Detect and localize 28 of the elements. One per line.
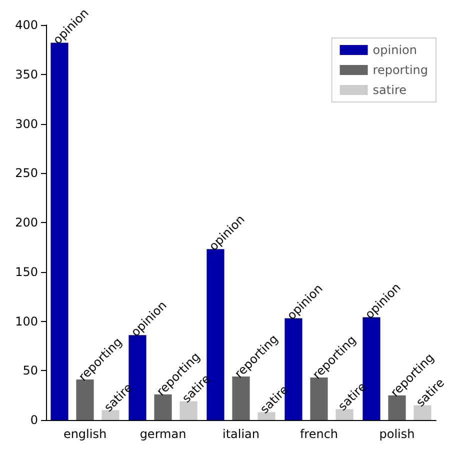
x-tick-label: german bbox=[140, 427, 186, 441]
y-tick-label: 150 bbox=[15, 264, 38, 279]
x-tick-label: french bbox=[300, 427, 338, 441]
legend-label: satire bbox=[372, 83, 406, 97]
y-tick-label: 200 bbox=[15, 216, 38, 230]
bar bbox=[310, 378, 328, 420]
legend-label: opinion bbox=[372, 43, 417, 57]
bar bbox=[154, 394, 172, 420]
bar bbox=[102, 410, 120, 420]
y-tick-label: 250 bbox=[15, 166, 38, 180]
bar bbox=[232, 376, 250, 420]
bar bbox=[258, 412, 276, 420]
bar bbox=[414, 405, 432, 420]
bar bbox=[180, 401, 198, 420]
x-tick-label: italian bbox=[222, 427, 260, 441]
y-tick-label: 0 bbox=[30, 413, 38, 427]
bar bbox=[388, 395, 406, 420]
y-tick-label: 50 bbox=[22, 364, 38, 378]
x-tick-label: english bbox=[63, 427, 107, 441]
bar bbox=[50, 42, 68, 420]
y-tick-label: 100 bbox=[15, 314, 38, 328]
bar bbox=[76, 380, 94, 420]
y-tick-label: 400 bbox=[15, 18, 38, 32]
y-tick-label: 300 bbox=[15, 116, 38, 131]
x-tick-label: polish bbox=[379, 427, 415, 441]
y-tick-label: 350 bbox=[15, 67, 38, 82]
legend-label: reporting bbox=[372, 63, 428, 77]
bar bbox=[336, 409, 354, 420]
